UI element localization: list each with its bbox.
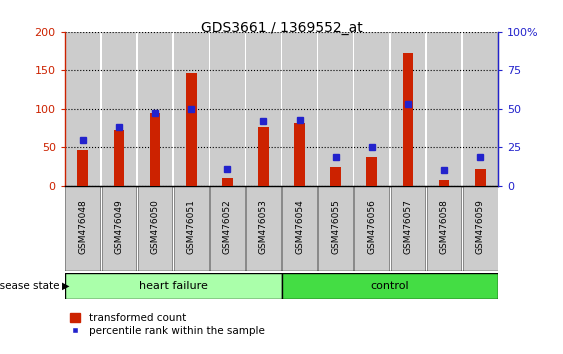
Legend: transformed count, percentile rank within the sample: transformed count, percentile rank withi… [70, 313, 265, 336]
Bar [355, 32, 389, 186]
Bar [246, 32, 281, 186]
Bar [77, 150, 88, 186]
Text: GSM476055: GSM476055 [331, 199, 340, 254]
Text: GSM476050: GSM476050 [150, 199, 159, 254]
FancyBboxPatch shape [174, 186, 208, 271]
FancyBboxPatch shape [65, 186, 100, 271]
Text: GSM476048: GSM476048 [78, 199, 87, 254]
Bar [282, 32, 317, 186]
FancyBboxPatch shape [282, 186, 317, 271]
Bar [463, 32, 498, 186]
Bar [222, 178, 233, 186]
Text: GSM476056: GSM476056 [367, 199, 376, 254]
Text: disease state: disease state [0, 281, 59, 291]
Bar [174, 32, 208, 186]
Text: GSM476052: GSM476052 [223, 199, 232, 254]
Text: GDS3661 / 1369552_at: GDS3661 / 1369552_at [200, 21, 363, 35]
Bar [294, 123, 305, 186]
Text: heart failure: heart failure [138, 281, 208, 291]
Bar [391, 32, 425, 186]
Text: GSM476053: GSM476053 [259, 199, 268, 254]
FancyBboxPatch shape [355, 186, 389, 271]
Bar [427, 32, 462, 186]
FancyBboxPatch shape [427, 186, 462, 271]
Text: GSM476051: GSM476051 [187, 199, 196, 254]
FancyBboxPatch shape [318, 186, 353, 271]
Bar [258, 127, 269, 186]
Text: GSM476057: GSM476057 [404, 199, 413, 254]
Bar [65, 32, 100, 186]
Bar [138, 32, 172, 186]
Bar [114, 130, 124, 186]
Bar [150, 113, 160, 186]
FancyBboxPatch shape [101, 186, 136, 271]
Bar [330, 167, 341, 186]
FancyBboxPatch shape [138, 186, 172, 271]
Text: ▶: ▶ [62, 281, 69, 291]
Text: GSM476058: GSM476058 [440, 199, 449, 254]
Bar [101, 32, 136, 186]
Bar [439, 180, 449, 186]
Text: control: control [370, 281, 409, 291]
Bar [367, 156, 377, 186]
FancyBboxPatch shape [246, 186, 281, 271]
Bar [186, 73, 196, 186]
FancyBboxPatch shape [65, 273, 282, 299]
FancyBboxPatch shape [210, 186, 245, 271]
Text: GSM476049: GSM476049 [114, 199, 123, 254]
Bar [318, 32, 353, 186]
Text: GSM476059: GSM476059 [476, 199, 485, 254]
Text: GSM476054: GSM476054 [295, 199, 304, 254]
FancyBboxPatch shape [282, 273, 498, 299]
Bar [210, 32, 245, 186]
FancyBboxPatch shape [463, 186, 498, 271]
Bar [403, 53, 413, 186]
FancyBboxPatch shape [391, 186, 425, 271]
Bar [475, 169, 486, 186]
